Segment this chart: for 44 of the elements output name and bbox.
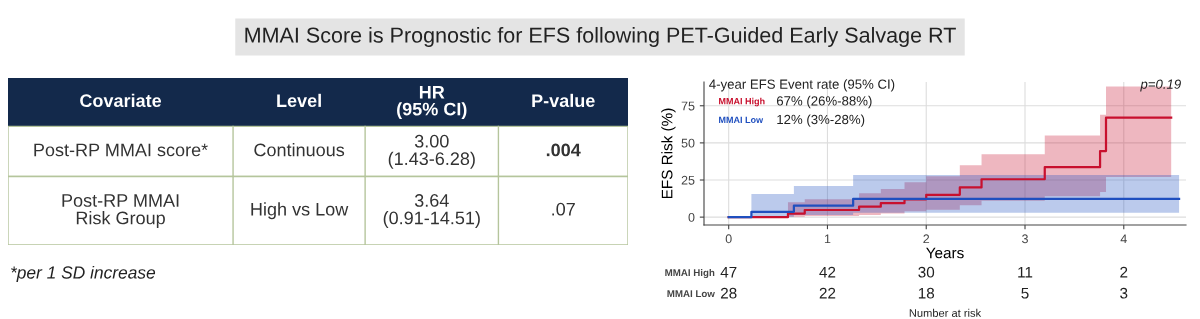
category-label: Covariate [80,93,162,108]
text: 3.00 (1.43-6.28) [388,134,475,169]
y-tick-label: MMAI High [665,268,715,279]
text: Continuous [254,143,345,157]
y-tick-label: 75 [681,101,695,111]
text: .07 [552,202,575,216]
y-tick-label: 25 [681,175,695,185]
annotation: 12% (3%-28%) [777,114,865,127]
text: High vs Low [251,202,349,220]
x-tick-label: 3 [1022,234,1028,244]
legend-title: 4-year EFS Event rate (95% CI) [709,79,895,92]
data-label: 5 [1021,287,1029,299]
data-label: 3 [1120,287,1128,299]
y-axis-title: EFS Risk (%) [661,108,676,199]
data-label: 47 [720,266,737,278]
x-tick-label: 2 [923,234,930,244]
annotation: 67% (26%-88%) [776,95,872,109]
text: Post-RP MMAI Risk Group [62,194,179,228]
category-label: HR (95% CI) [397,86,467,120]
data-label: 18 [918,287,935,299]
annotation: p=0.19 [1140,79,1181,92]
data-label: 2 [1120,266,1128,278]
data-label: 28 [720,287,737,299]
x-tick-label: 0 [725,234,732,244]
data-label: 22 [819,287,836,299]
x-axis-title: Number at risk [909,308,982,317]
y-tick-label: 0 [688,212,695,222]
y-tick-label: 50 [681,138,695,148]
x-axis-title: Years [926,247,964,259]
text: MMAI Score is Prognostic for EFS following PET-Guided Early Salvage RT [245,26,956,48]
text: Post-RP MMAI score* [34,143,208,157]
data-label: 30 [918,266,935,278]
data-label: 11 [1018,266,1033,278]
x-tick-label: 1 [824,234,831,244]
y-tick-label: MMAI Low [667,290,715,298]
text: .004 [546,143,581,157]
text: MMAI Low [719,116,764,124]
category-label: P-value [532,93,595,108]
x-tick-label: 4 [1120,234,1127,244]
data-label: 42 [819,266,836,278]
category-label: Level [277,93,321,108]
text: 3.64 (0.91-14.51) [383,194,480,228]
text: MMAI High [719,97,765,107]
text: *per 1 SD increase [11,265,156,283]
